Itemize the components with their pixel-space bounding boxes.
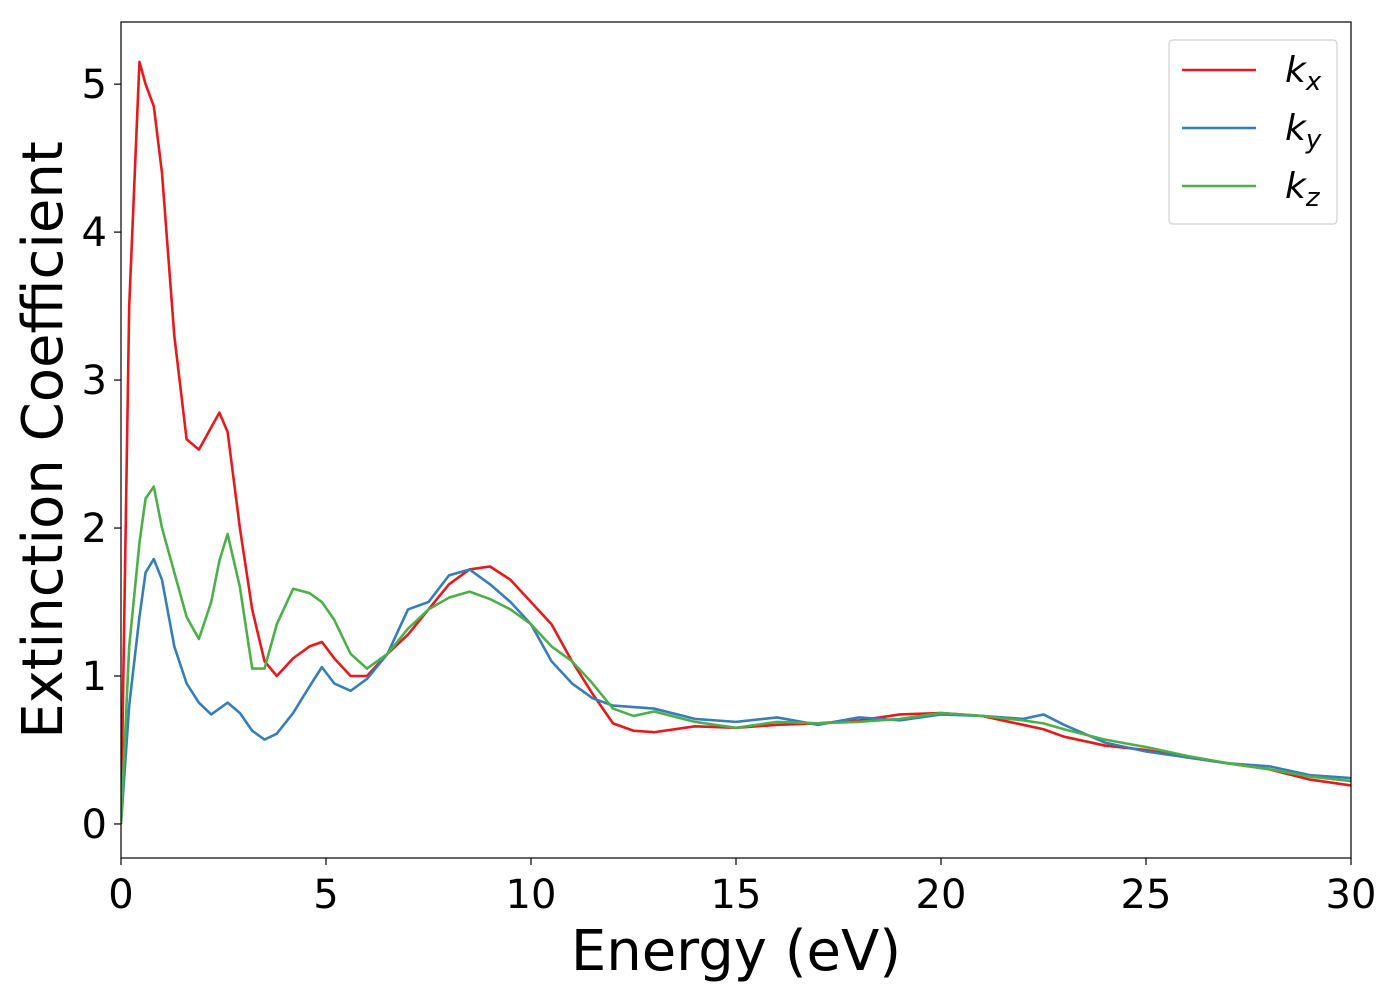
x-tick-label: 30: [1326, 872, 1377, 918]
legend-label: kz: [1285, 166, 1321, 213]
data-line: [121, 485, 1351, 825]
legend-box: [1168, 39, 1338, 225]
x-tick-label: 5: [313, 872, 338, 918]
legend-label: kx: [1285, 50, 1322, 97]
x-tick-label: 25: [1121, 872, 1172, 918]
x-tick-label: 20: [916, 872, 967, 918]
legend-label: ky: [1285, 108, 1322, 155]
data-line: [121, 557, 1351, 825]
y-tick-label: 1: [82, 654, 107, 700]
y-tick-label: 3: [82, 358, 107, 404]
y-tick-label: 2: [82, 506, 107, 552]
y-tick-label: 4: [82, 210, 107, 256]
x-tick-label: 0: [108, 872, 133, 918]
data-line: [121, 60, 1351, 824]
y-tick-label: 5: [82, 62, 107, 108]
x-tick-label: 15: [711, 872, 762, 918]
plot-frame: [120, 21, 1352, 859]
y-tick-label: 0: [82, 802, 107, 848]
x-axis-label: Energy (eV): [571, 919, 901, 984]
y-axis-label: Extinction Coefficient: [11, 141, 76, 739]
x-tick-label: 10: [506, 872, 557, 918]
